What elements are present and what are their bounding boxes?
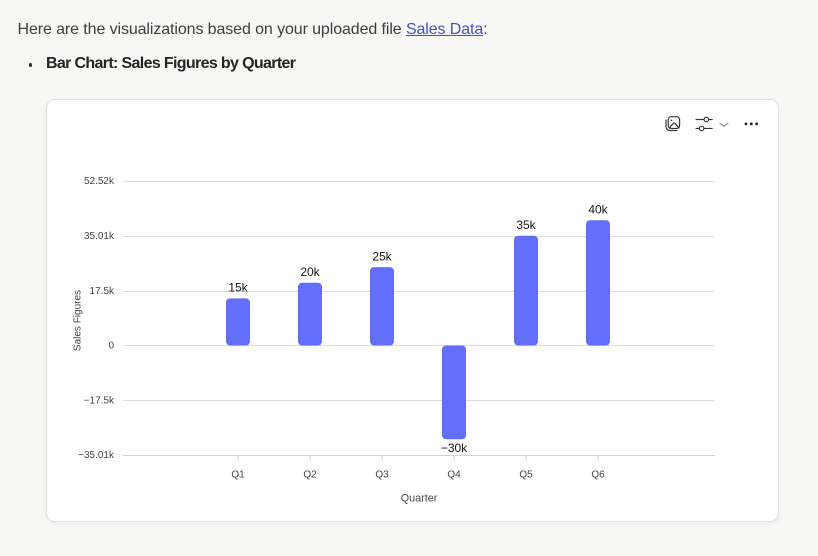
- svg-text:−17.5k: −17.5k: [84, 396, 115, 407]
- svg-text:−35.01k: −35.01k: [78, 450, 115, 461]
- svg-text:17.5k: 17.5k: [90, 286, 115, 297]
- svg-text:Quarter: Quarter: [401, 493, 438, 505]
- svg-text:Q5: Q5: [519, 470, 533, 481]
- svg-text:20k: 20k: [300, 265, 320, 279]
- svg-text:−30k: −30k: [441, 441, 468, 455]
- svg-text:35k: 35k: [516, 218, 536, 232]
- svg-text:Q2: Q2: [303, 470, 317, 481]
- svg-text:15k: 15k: [228, 281, 248, 295]
- svg-text:Q1: Q1: [231, 470, 245, 481]
- svg-text:Sales Figures: Sales Figures: [73, 290, 84, 351]
- svg-text:Q3: Q3: [375, 470, 389, 481]
- svg-text:35.01k: 35.01k: [84, 231, 115, 242]
- svg-text:25k: 25k: [372, 249, 392, 263]
- svg-text:40k: 40k: [588, 202, 608, 216]
- svg-text:Q6: Q6: [591, 470, 605, 481]
- svg-text:0: 0: [108, 341, 114, 352]
- svg-text:Q4: Q4: [447, 470, 461, 481]
- svg-text:52.52k: 52.52k: [84, 176, 115, 187]
